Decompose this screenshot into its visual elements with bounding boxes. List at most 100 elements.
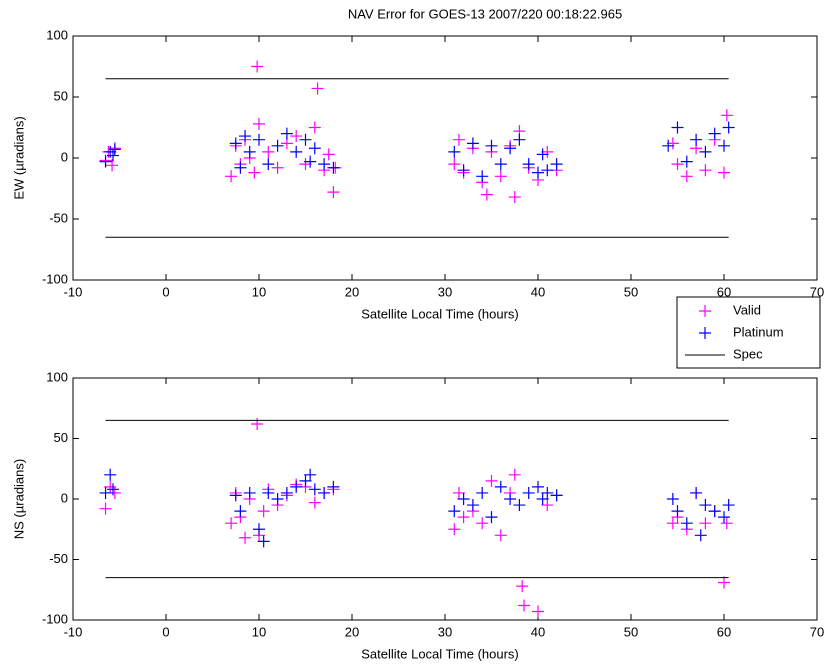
- point: [290, 145, 303, 158]
- point: [485, 139, 498, 152]
- plot-area: [72, 377, 818, 621]
- point: [452, 133, 465, 146]
- legend-label: Spec: [733, 346, 763, 361]
- point: [666, 493, 679, 505]
- point: [253, 117, 265, 130]
- point: [239, 130, 252, 143]
- point: [536, 493, 549, 505]
- point: [494, 480, 507, 493]
- point: [243, 145, 256, 158]
- point: [504, 142, 517, 155]
- point: [308, 142, 321, 155]
- x-tick-label: 60: [717, 624, 731, 639]
- x-tick-label: 70: [810, 284, 824, 299]
- x-tick-label: 50: [624, 284, 638, 299]
- point: [532, 605, 544, 618]
- point: [248, 166, 261, 179]
- point: [299, 158, 312, 171]
- x-axis-label: Satellite Local Time (hours): [361, 306, 519, 321]
- point: [671, 158, 684, 171]
- y-tick-label: 100: [46, 369, 68, 384]
- x-tick-label: 60: [717, 284, 731, 299]
- point: [485, 474, 498, 487]
- point: [257, 505, 270, 518]
- point: [304, 468, 317, 481]
- y-axis-label: EW (µradians): [11, 116, 26, 199]
- point: [243, 486, 256, 499]
- point: [662, 139, 675, 152]
- point: [106, 483, 119, 496]
- point: [253, 523, 265, 536]
- point: [532, 166, 544, 179]
- x-tick-label: 10: [252, 284, 266, 299]
- point: [666, 517, 679, 530]
- point: [290, 130, 303, 143]
- point: [666, 137, 679, 150]
- point: [508, 468, 521, 481]
- x-tick-label: 30: [438, 284, 452, 299]
- point: [327, 186, 340, 199]
- point: [699, 164, 712, 177]
- point: [476, 517, 489, 530]
- point: [476, 170, 489, 183]
- point: [508, 191, 521, 204]
- point: [513, 133, 526, 146]
- point: [239, 531, 252, 544]
- legend-label: Platinum: [733, 324, 784, 339]
- point: [476, 486, 489, 499]
- point: [718, 139, 730, 152]
- point: [522, 158, 535, 171]
- point: [466, 137, 479, 150]
- point: [671, 121, 684, 134]
- x-tick-label: 40: [531, 284, 545, 299]
- point: [448, 505, 461, 518]
- point: [225, 170, 238, 183]
- point: [541, 145, 554, 158]
- point: [253, 133, 265, 146]
- x-tick-label: -10: [64, 624, 83, 639]
- x-tick-label: 70: [810, 624, 824, 639]
- x-tick-label: 30: [438, 624, 452, 639]
- point: [106, 159, 119, 172]
- x-tick-label: 20: [345, 284, 359, 299]
- point: [550, 158, 563, 171]
- point: [262, 145, 275, 158]
- point: [718, 576, 730, 589]
- point: [720, 517, 733, 530]
- x-tick-label: 20: [345, 624, 359, 639]
- point: [680, 155, 693, 168]
- point: [104, 468, 117, 481]
- point: [513, 499, 526, 512]
- point: [327, 480, 340, 493]
- x-tick-label: 50: [624, 624, 638, 639]
- y-tick-label: 0: [61, 149, 68, 164]
- point: [271, 493, 284, 505]
- point: [271, 161, 284, 174]
- legend-swatch: [699, 305, 711, 317]
- point: [280, 486, 293, 499]
- y-tick-label: 100: [46, 27, 68, 42]
- point: [318, 158, 331, 171]
- point: [536, 148, 549, 161]
- point: [680, 517, 693, 530]
- point: [234, 505, 247, 518]
- point: [494, 170, 507, 183]
- point: [299, 474, 312, 487]
- point: [480, 188, 493, 201]
- point: [262, 486, 275, 499]
- point: [234, 161, 247, 174]
- point: [708, 127, 721, 140]
- point: [448, 523, 461, 536]
- point: [311, 82, 324, 95]
- point: [690, 486, 703, 499]
- point: [694, 529, 707, 542]
- y-axis-label: NS (µradians): [11, 459, 26, 539]
- point: [722, 499, 735, 512]
- x-tick-label: 40: [531, 624, 545, 639]
- point: [466, 499, 479, 512]
- point: [494, 529, 507, 542]
- point: [522, 486, 535, 499]
- point: [448, 158, 461, 171]
- x-tick-label: 10: [252, 624, 266, 639]
